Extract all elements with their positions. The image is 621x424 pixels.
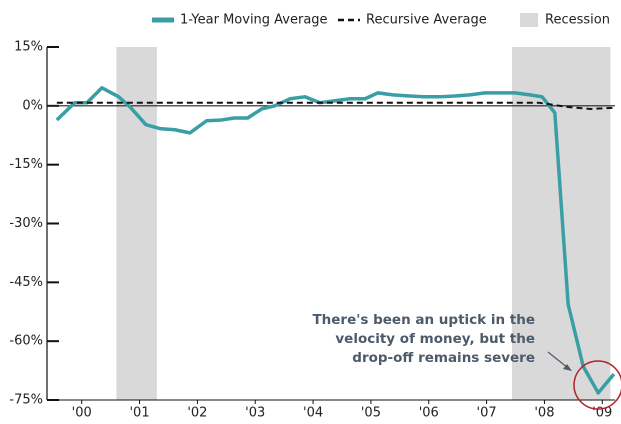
y-tick-label: 0% (22, 98, 43, 113)
x-tick-label: '06 (419, 406, 439, 421)
highlight-circle (573, 360, 621, 410)
series-line (56, 101, 614, 110)
y-tick-label: -30% (9, 216, 43, 231)
y-tick-label: -15% (9, 157, 43, 172)
y-tick-label: -45% (9, 275, 43, 290)
annotation-arrowhead (563, 364, 572, 371)
x-tick-label: '03 (245, 406, 265, 421)
annotation: There's been an uptick in the (312, 312, 535, 328)
x-tick-label: '01 (129, 406, 149, 421)
y-tick-label: -75% (9, 393, 43, 408)
x-tick-label: '00 (72, 406, 92, 421)
legend-label: Recession (545, 13, 610, 28)
x-tick-label: '07 (477, 406, 497, 421)
legend-swatch (520, 13, 538, 27)
x-tick-label: '08 (534, 406, 554, 421)
x-tick-label: '04 (303, 406, 323, 421)
annotation: velocity of money, but the (335, 331, 535, 347)
x-tick-label: '09 (592, 406, 612, 421)
series-line (55, 86, 616, 395)
y-tick-label: 15% (14, 40, 43, 55)
x-tick-label: '05 (361, 406, 381, 421)
legend-label: 1-Year Moving Average (180, 13, 328, 28)
legend-label: Recursive Average (366, 13, 487, 28)
y-tick-label: -60% (9, 334, 43, 349)
annotation: drop-off remains severe (352, 350, 535, 366)
annotation-arrow (547, 351, 569, 369)
x-tick-label: '02 (187, 406, 207, 421)
